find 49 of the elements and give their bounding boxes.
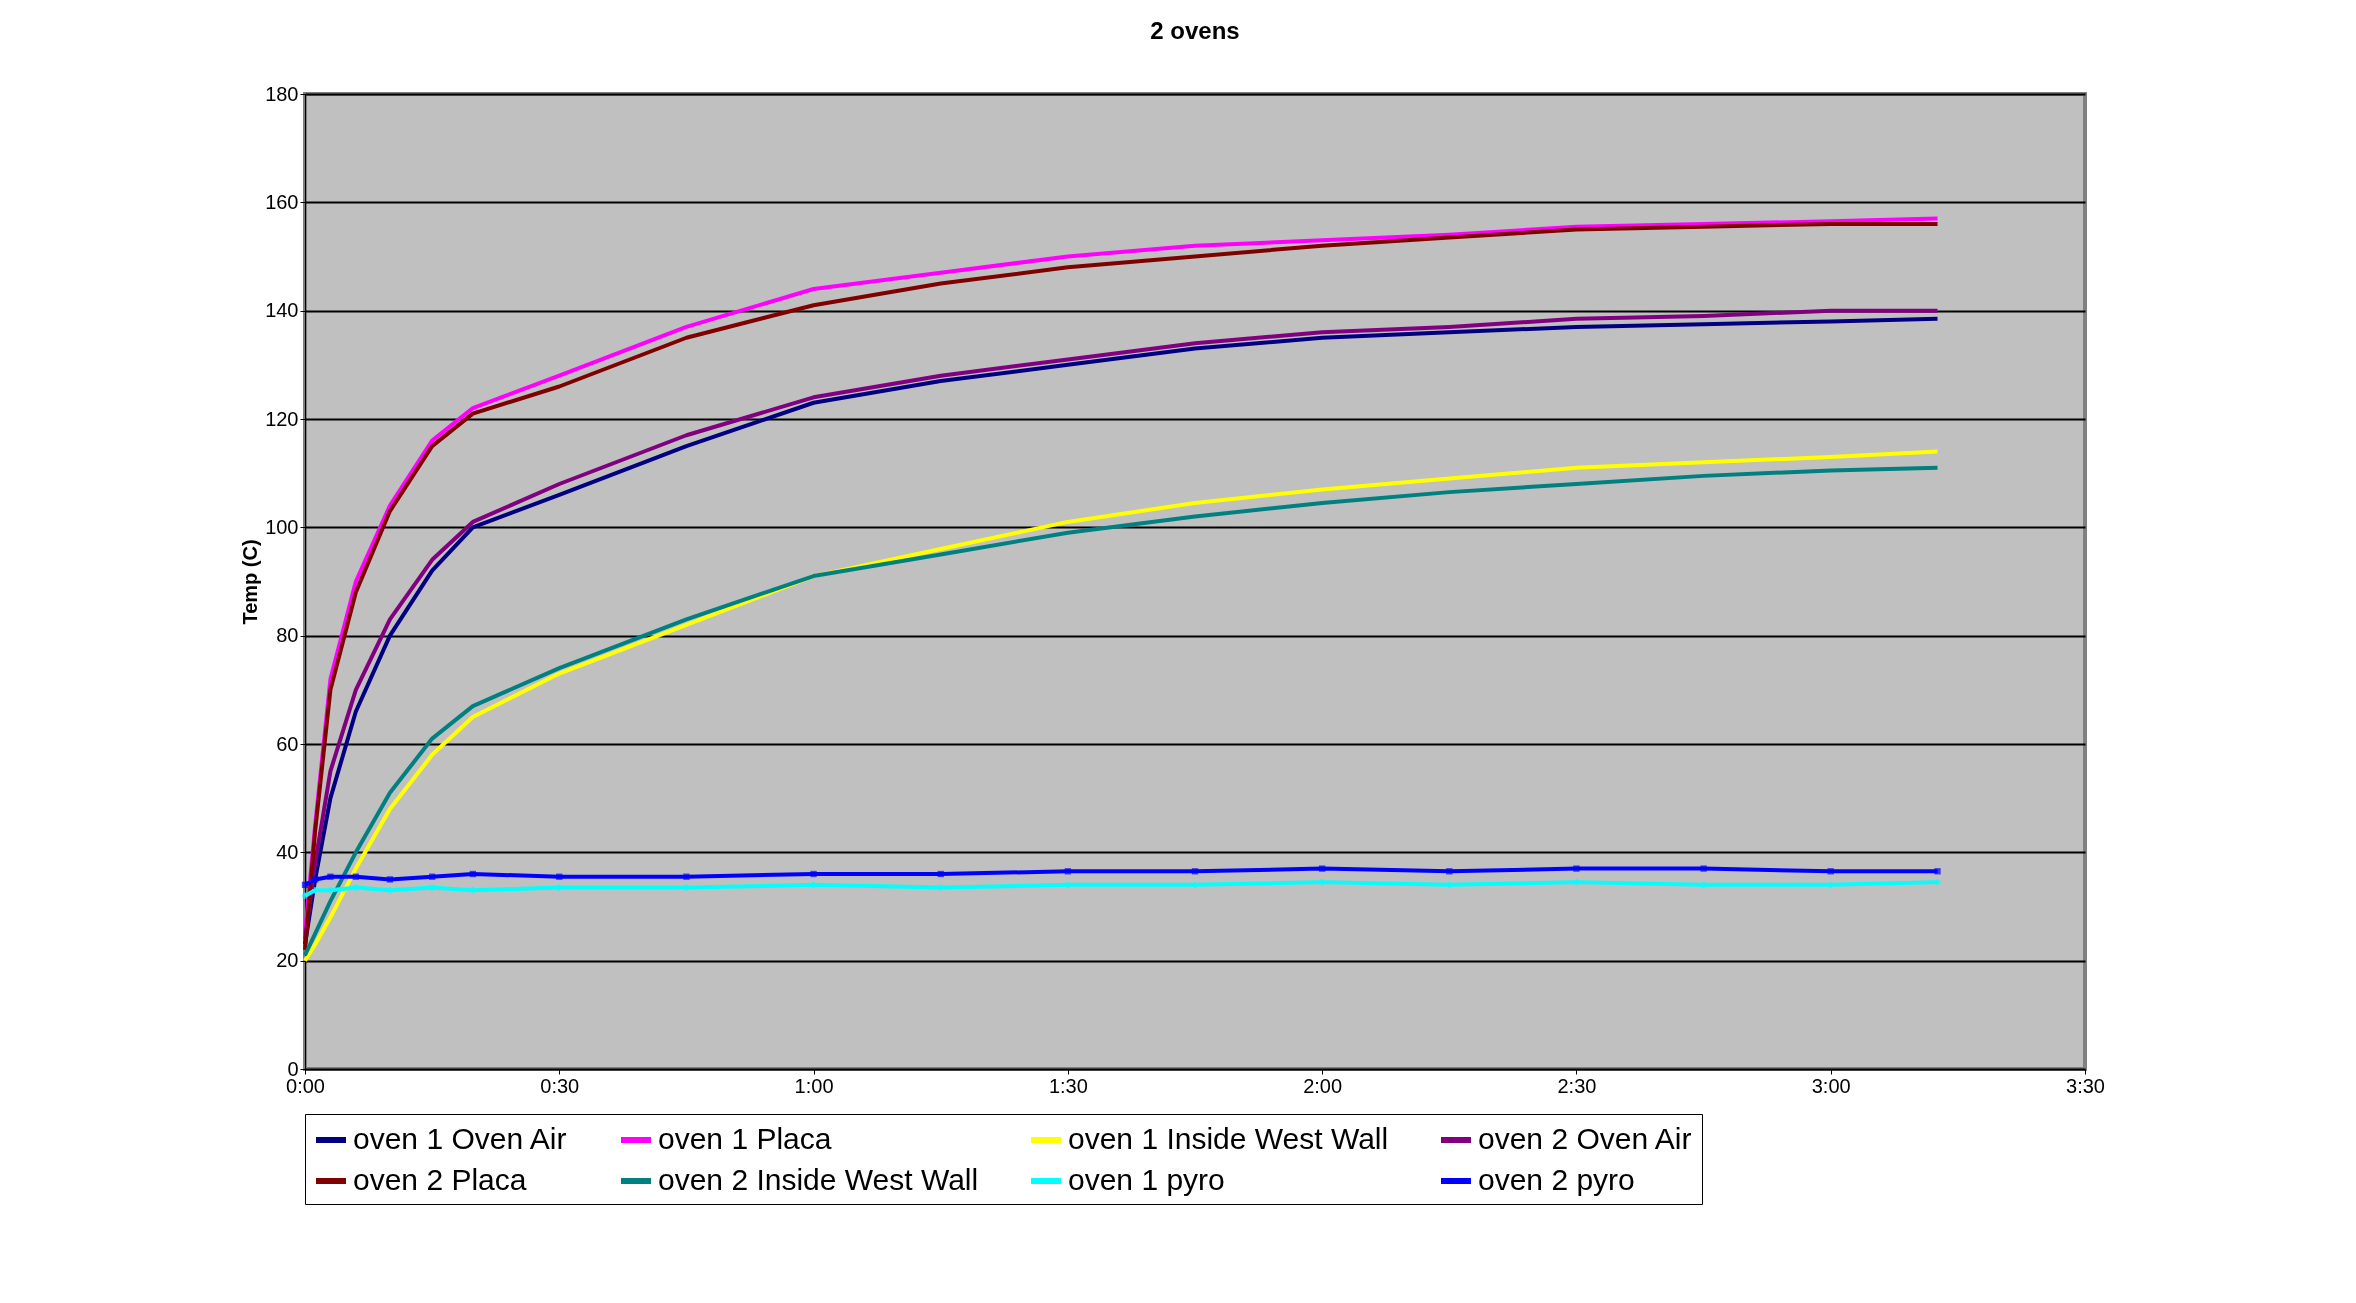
legend-label: oven 2 Inside West Wall bbox=[658, 1163, 979, 1196]
legend-label: oven 2 Placa bbox=[353, 1163, 527, 1196]
y-tick-label: 20 bbox=[276, 949, 299, 972]
point bbox=[301, 892, 309, 899]
point bbox=[469, 870, 476, 878]
y-tick-label: 140 bbox=[265, 299, 299, 322]
point bbox=[312, 876, 319, 883]
point bbox=[327, 873, 334, 880]
point bbox=[1064, 868, 1072, 875]
y-tick-label: 160 bbox=[265, 190, 299, 213]
y-tick-label: 100 bbox=[265, 515, 299, 538]
x-tick-label: 1:30 bbox=[1048, 1074, 1088, 1097]
point bbox=[386, 876, 394, 883]
x-tick-label: 3:00 bbox=[1811, 1074, 1851, 1097]
legend-label: oven 2 pyro bbox=[1478, 1163, 1635, 1196]
point bbox=[1191, 868, 1199, 875]
y-tick-label: 0 bbox=[287, 1057, 299, 1080]
point bbox=[1318, 865, 1326, 872]
x-tick-label: 0:30 bbox=[540, 1074, 580, 1097]
legend-label: oven 1 Inside West Wall bbox=[1068, 1122, 1389, 1155]
x-tick-label: 3:30 bbox=[2066, 1074, 2105, 1097]
x-tick-label: 2:00 bbox=[1303, 1074, 1343, 1097]
chart-title: 2 ovens bbox=[1150, 17, 1240, 44]
x-tick-label: 2:30 bbox=[1557, 1074, 1597, 1097]
y-tick-label: 60 bbox=[276, 732, 299, 755]
point bbox=[1573, 878, 1580, 886]
y-tick-label: 40 bbox=[276, 840, 299, 863]
point bbox=[1827, 868, 1834, 875]
point bbox=[428, 873, 436, 880]
point bbox=[352, 873, 360, 880]
legend-label: oven 1 Placa bbox=[658, 1122, 832, 1155]
y-tick-label: 80 bbox=[276, 624, 299, 647]
legend-label: oven 2 Oven Air bbox=[1478, 1122, 1692, 1155]
point bbox=[1573, 865, 1580, 872]
point bbox=[1934, 868, 1941, 875]
point bbox=[683, 873, 690, 880]
y-axis-title: Temp (C) bbox=[239, 539, 262, 625]
x-tick-label: 1:00 bbox=[794, 1074, 834, 1097]
point bbox=[1700, 865, 1707, 872]
point bbox=[1446, 868, 1453, 875]
legend-label: oven 1 pyro bbox=[1068, 1163, 1225, 1196]
point bbox=[556, 873, 563, 880]
point bbox=[301, 881, 309, 888]
point bbox=[937, 870, 944, 878]
point bbox=[810, 870, 817, 878]
y-tick-label: 120 bbox=[265, 407, 299, 430]
point bbox=[1934, 878, 1941, 886]
y-tick-label: 180 bbox=[265, 82, 299, 105]
legend-label: oven 1 Oven Air bbox=[353, 1122, 567, 1155]
